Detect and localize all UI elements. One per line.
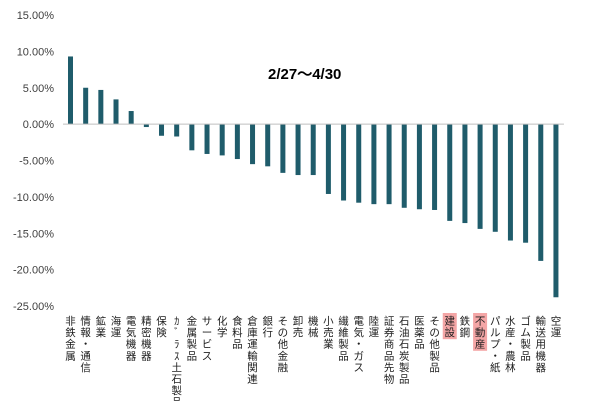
- x-tick-label: 卸売: [293, 315, 304, 340]
- x-tick-label: 石油石炭製品: [399, 316, 410, 386]
- bar: [204, 124, 210, 154]
- bar: [416, 124, 422, 210]
- bar: [386, 124, 392, 205]
- bar: [234, 124, 240, 160]
- bar: [477, 124, 483, 229]
- y-tick-label: -20.00%: [13, 265, 54, 277]
- x-tick-label: 倉庫運輸関連: [247, 315, 258, 386]
- bar: [507, 124, 513, 241]
- bar: [432, 124, 438, 210]
- highlight-box: [442, 313, 457, 340]
- bar: [341, 124, 347, 201]
- y-tick-label: -15.00%: [13, 228, 54, 240]
- bar: [265, 124, 271, 167]
- bar: [538, 124, 544, 261]
- x-tick-label: 証券商品先物: [384, 315, 395, 386]
- x-tick-label: 非鉄金属: [65, 316, 76, 363]
- bar: [83, 87, 89, 125]
- x-tick-label: 食料品: [232, 315, 243, 351]
- highlight-box: [473, 313, 488, 351]
- x-tick-label: 水産・農林: [505, 316, 516, 374]
- x-tick-label: 銀行: [262, 315, 273, 340]
- y-tick-label: 5.00%: [23, 83, 54, 95]
- x-tick-label: 電気・ガス: [353, 316, 364, 374]
- bar: [371, 124, 377, 205]
- y-tick-label: 15.00%: [17, 10, 55, 22]
- x-tick-label: 金属製品: [187, 315, 198, 363]
- x-tick-label: 鉄鋼: [460, 315, 471, 340]
- bar: [447, 124, 453, 221]
- x-tick-label: 化学: [217, 315, 228, 340]
- bar: [310, 124, 316, 176]
- x-tick-label: 医薬品: [414, 316, 425, 351]
- y-tick-label: 10.00%: [17, 46, 55, 58]
- x-tick-label: 不動産: [475, 316, 486, 351]
- y-tick-label: -5.00%: [19, 156, 54, 168]
- x-tick-label: 建設: [445, 315, 456, 340]
- bar: [143, 124, 149, 128]
- bar: [159, 124, 165, 136]
- y-tick-label: -25.00%: [13, 301, 54, 313]
- bar: [219, 124, 225, 156]
- x-tick-label: パルプ・紙: [490, 316, 501, 374]
- x-tick-label: 海運: [111, 315, 122, 340]
- x-tick-label: 小売業: [323, 316, 334, 351]
- x-tick-label: 陸運: [369, 315, 380, 340]
- x-tick-label: ゴム製品: [520, 315, 531, 363]
- x-tick-label: サービス: [202, 316, 213, 363]
- bar: [250, 124, 256, 165]
- bar: [68, 56, 73, 125]
- bar: [280, 124, 286, 173]
- y-tick-label: -10.00%: [13, 192, 54, 204]
- highlight-backgrounds: [442, 313, 488, 351]
- y-tick-label: 0.00%: [23, 119, 54, 131]
- x-tick-label: 鉱業: [96, 315, 107, 340]
- bar: [492, 124, 498, 232]
- x-tick-label: 機械: [308, 315, 319, 340]
- x-tick-label: 輸送用機器: [536, 315, 547, 374]
- bar: [325, 124, 331, 194]
- x-tick-label: 繊維製品: [338, 315, 349, 363]
- bar: [462, 124, 468, 224]
- x-tick-label: ｶﾞﾗｽ土石製品: [171, 316, 182, 402]
- bar: [98, 89, 104, 125]
- x-tick-label: その他製品: [429, 316, 440, 374]
- x-tick-label: 精密機器: [141, 315, 152, 363]
- x-tick-label: 電気機器: [126, 316, 137, 363]
- bar: [356, 124, 362, 203]
- period-annotation: 2/27～4/30: [268, 66, 341, 83]
- bar: [295, 124, 301, 176]
- bars: [68, 56, 559, 298]
- y-axis: 15.00% 10.00% 5.00% 0.00% -5.00% -10.00% -15.0…: [13, 10, 54, 313]
- x-tick-label: 空運: [551, 315, 562, 340]
- bar: [113, 99, 119, 125]
- bar: [553, 124, 559, 298]
- bar: [523, 124, 529, 243]
- x-tick-label: その他金融: [278, 316, 289, 374]
- x-tick-label: 保険: [156, 315, 167, 340]
- bar: [174, 124, 180, 137]
- bar: [189, 124, 195, 151]
- x-tick-label: 情報・通信: [80, 315, 91, 374]
- bar: [128, 111, 134, 125]
- bar: [401, 124, 407, 208]
